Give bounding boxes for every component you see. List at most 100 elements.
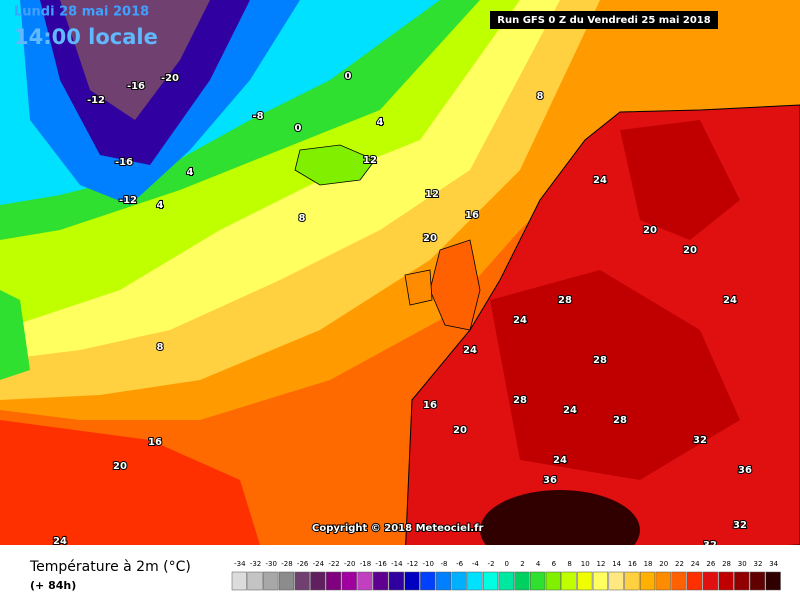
legend-swatch	[577, 571, 593, 591]
contour-label: 24	[563, 405, 577, 416]
contour-label: 28	[613, 415, 627, 426]
legend-label: -24	[313, 560, 325, 568]
legend-label: -18	[360, 560, 371, 568]
legend-swatch	[231, 571, 247, 591]
contour-label: 8	[537, 91, 544, 102]
contour-labels: -20 -16 -12 -16 -12 -8 0 4 0 4 8 4 8 12 12 16 8 16 20 20 24 2…	[52, 70, 753, 552]
contour-label: 24	[553, 455, 567, 466]
contour-label: 20	[453, 425, 467, 436]
legend-label: 22	[675, 560, 684, 568]
legend-swatch	[451, 571, 467, 591]
copyright: Copyright © 2018 Meteociel.fr	[312, 523, 483, 534]
run-label: Run GFS 0 Z du Vendredi 25 mai 2018	[497, 15, 710, 26]
legend-label: -12	[407, 560, 418, 568]
legend-swatch	[545, 571, 561, 591]
contour-label: 16	[423, 400, 437, 411]
legend-swatch	[639, 571, 656, 591]
field-band	[490, 270, 740, 480]
contour-label: 32	[693, 435, 707, 446]
contour-label: -12	[87, 95, 105, 106]
contour-label: 4	[157, 200, 164, 211]
legend-label: -6	[456, 560, 464, 568]
legend-label: -16	[375, 560, 387, 568]
legend-swatch	[404, 571, 420, 591]
legend-label: 4	[536, 560, 541, 568]
contour-label: -20	[161, 73, 179, 84]
contour-label: 28	[513, 395, 527, 406]
legend-swatch	[530, 571, 546, 591]
legend-label: -26	[297, 560, 309, 568]
legend-label: -30	[266, 560, 277, 568]
time: 14:00 locale	[14, 25, 158, 49]
legend-label: 14	[612, 560, 621, 568]
legend-swatch	[592, 571, 609, 591]
legend-label: 6	[552, 560, 557, 568]
legend-title: Température à 2m (°C)	[29, 559, 191, 575]
contour-label: 0	[345, 71, 352, 82]
contour-label: 24	[723, 295, 737, 306]
legend-scale: -34 -32 -30 -28 -26 -24 -22 -20 -18 -16 -14 -12 -10-…	[231, 560, 781, 591]
legend-label: 8	[567, 560, 571, 568]
legend-label: 16	[628, 560, 637, 568]
legend-swatch	[514, 571, 530, 591]
legend-swatch	[749, 571, 766, 591]
legend-label: 10	[581, 560, 590, 568]
legend-swatch	[325, 571, 342, 591]
legend-label: -20	[344, 560, 355, 568]
legend-swatch	[420, 571, 436, 591]
ireland	[404, 269, 433, 306]
legend-label: 20	[659, 560, 668, 568]
legend-swatch	[310, 571, 326, 591]
legend-swatch	[671, 571, 687, 591]
legend-label: 34	[769, 560, 778, 568]
legend-swatch	[467, 571, 483, 591]
contour-label: 24	[593, 175, 607, 186]
legend-swatch	[263, 571, 279, 591]
legend-label: -34	[234, 560, 246, 568]
contour-label: 32	[733, 520, 747, 531]
legend-label: 2	[520, 560, 524, 568]
legend-swatch	[357, 571, 373, 591]
field-band	[620, 120, 740, 240]
legend-swatch	[624, 571, 640, 591]
legend-label: 32	[753, 560, 762, 568]
legend-swatch	[341, 571, 357, 591]
contour-label: -8	[252, 111, 263, 122]
legend-label: -14	[391, 560, 403, 568]
legend-swatch	[734, 571, 750, 591]
legend-label: 18	[644, 560, 653, 568]
contour-label: 8	[299, 213, 306, 224]
legend-swatch	[702, 571, 718, 591]
field-band	[60, 0, 210, 120]
iceland	[294, 144, 376, 186]
legend-swatch	[608, 571, 624, 591]
legend-swatch	[435, 571, 452, 591]
legend-label: -28	[281, 560, 292, 568]
legend-label: 28	[722, 560, 731, 568]
legend-swatch	[482, 571, 499, 591]
contour-label: 24	[513, 315, 527, 326]
contour-label: 20	[643, 225, 657, 236]
legend-label: -22	[328, 560, 339, 568]
contour-label: 24	[463, 345, 477, 356]
contour-label: -16	[127, 81, 145, 92]
run-box	[490, 11, 718, 29]
contour-label: 28	[593, 355, 607, 366]
legend-swatch	[294, 571, 310, 591]
legend-label: 12	[596, 560, 605, 568]
legend-label: -32	[250, 560, 261, 568]
legend-swatch	[373, 571, 389, 591]
legend-subtitle: (+ 84h)	[30, 579, 76, 592]
legend-swatch	[718, 571, 734, 591]
legend-swatch	[765, 571, 781, 591]
legend-label: -8	[440, 560, 447, 568]
contour-label: 0	[295, 123, 302, 134]
contour-label: 20	[683, 245, 697, 256]
contour-label: 16	[148, 437, 162, 448]
contour-label: 20	[423, 233, 437, 244]
contour-label: 16	[465, 210, 479, 221]
legend-swatch	[247, 571, 263, 591]
legend-label: -10	[423, 560, 434, 568]
